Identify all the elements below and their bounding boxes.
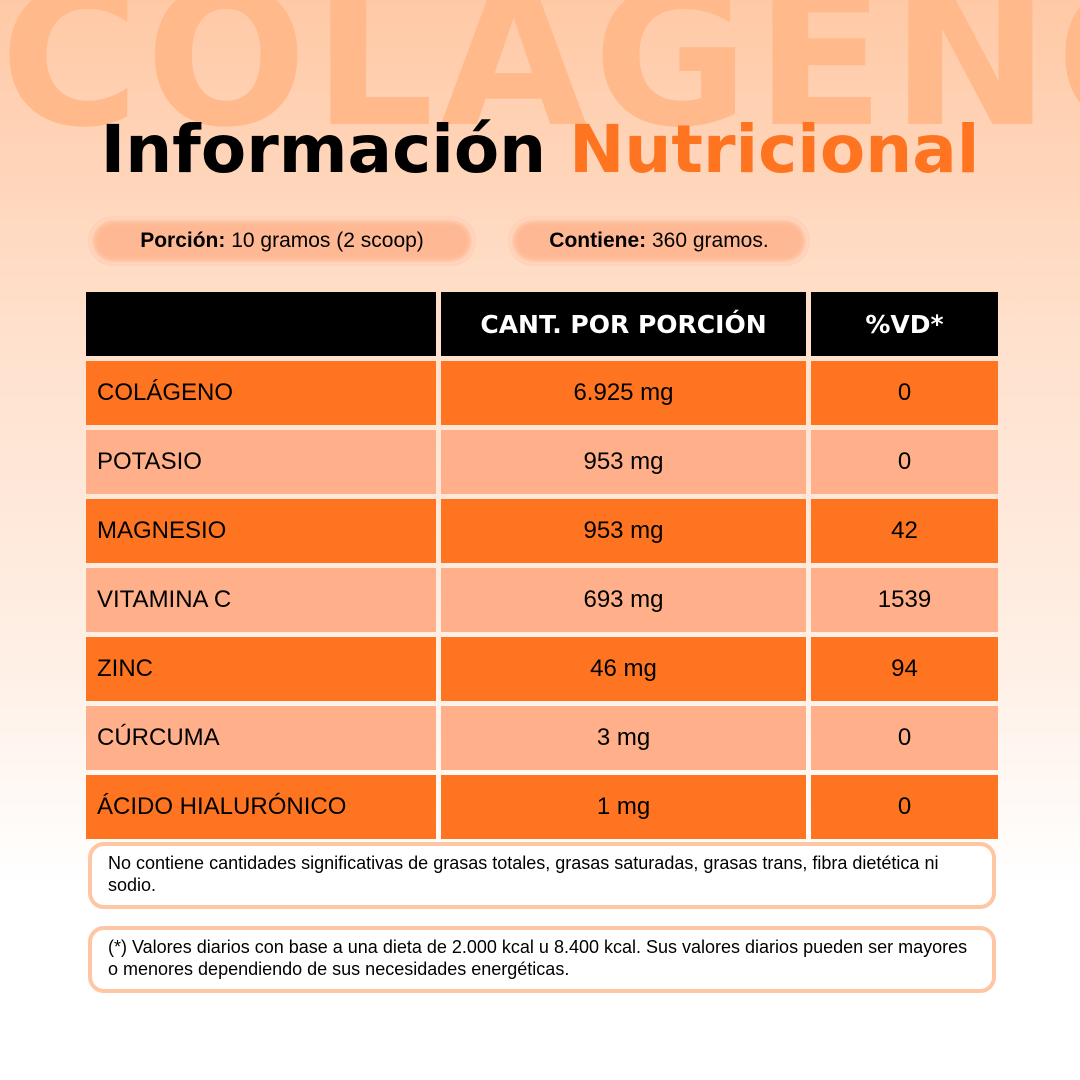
portion-pill: Porción: 10 gramos (2 scoop) (88, 216, 476, 266)
title-part-1: Información (100, 111, 547, 188)
table-row: MAGNESIO 953 mg 42 (86, 499, 998, 563)
table-header-row: CANT. POR PORCIÓN %VD* (86, 292, 998, 356)
nutrient-name: POTASIO (86, 430, 436, 494)
portion-label: Porción: (140, 229, 226, 252)
nutrient-vd: 0 (811, 775, 998, 839)
title-part-2: Nutricional (569, 111, 980, 188)
nutrient-vd: 1539 (811, 568, 998, 632)
nutrient-name: CÚRCUMA (86, 706, 436, 770)
table-row: CÚRCUMA 3 mg 0 (86, 706, 998, 770)
table-row: POTASIO 953 mg 0 (86, 430, 998, 494)
contains-label: Contiene: (549, 229, 647, 252)
header-name (86, 292, 436, 356)
nutrient-vd: 0 (811, 706, 998, 770)
nutrient-vd: 94 (811, 637, 998, 701)
nutrient-amount: 3 mg (441, 706, 806, 770)
disclaimer-note: No contiene cantidades significativas de… (88, 842, 996, 909)
nutrient-vd: 0 (811, 430, 998, 494)
nutrient-amount: 953 mg (441, 499, 806, 563)
nutrient-vd: 42 (811, 499, 998, 563)
header-vd: %VD* (811, 292, 998, 356)
background-watermark: COLÁGENO (0, 0, 1080, 154)
contains-pill: Contiene: 360 gramos. (508, 216, 810, 266)
portion-value: 10 gramos (2 scoop) (231, 229, 424, 252)
contains-value: 360 gramos. (651, 229, 769, 252)
nutrient-name: MAGNESIO (86, 499, 436, 563)
nutrient-vd: 0 (811, 361, 998, 425)
table-row: VITAMINA C 693 mg 1539 (86, 568, 998, 632)
page-title: Información Nutricional (0, 112, 1080, 188)
nutrient-name: VITAMINA C (86, 568, 436, 632)
nutrient-name: COLÁGENO (86, 361, 436, 425)
table-row: ZINC 46 mg 94 (86, 637, 998, 701)
header-amount: CANT. POR PORCIÓN (441, 292, 806, 356)
nutrient-amount: 1 mg (441, 775, 806, 839)
nutrient-name: ZINC (86, 637, 436, 701)
nutrient-amount: 953 mg (441, 430, 806, 494)
nutrient-amount: 6.925 mg (441, 361, 806, 425)
table-row: ÁCIDO HIALURÓNICO 1 mg 0 (86, 775, 998, 839)
nutrient-amount: 46 mg (441, 637, 806, 701)
daily-values-note: (*) Valores diarios con base a una dieta… (88, 926, 996, 993)
nutrition-table: CANT. POR PORCIÓN %VD* COLÁGENO 6.925 mg… (86, 292, 998, 844)
nutrient-name: ÁCIDO HIALURÓNICO (86, 775, 436, 839)
table-row: COLÁGENO 6.925 mg 0 (86, 361, 998, 425)
nutrient-amount: 693 mg (441, 568, 806, 632)
